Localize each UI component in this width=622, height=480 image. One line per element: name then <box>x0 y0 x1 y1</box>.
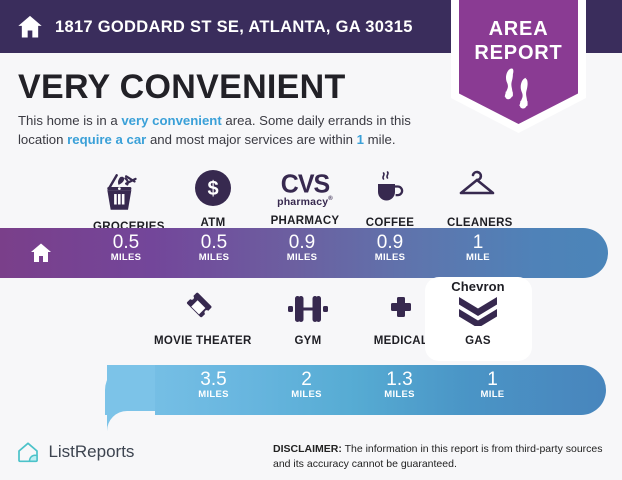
svg-text:$: $ <box>207 178 218 200</box>
